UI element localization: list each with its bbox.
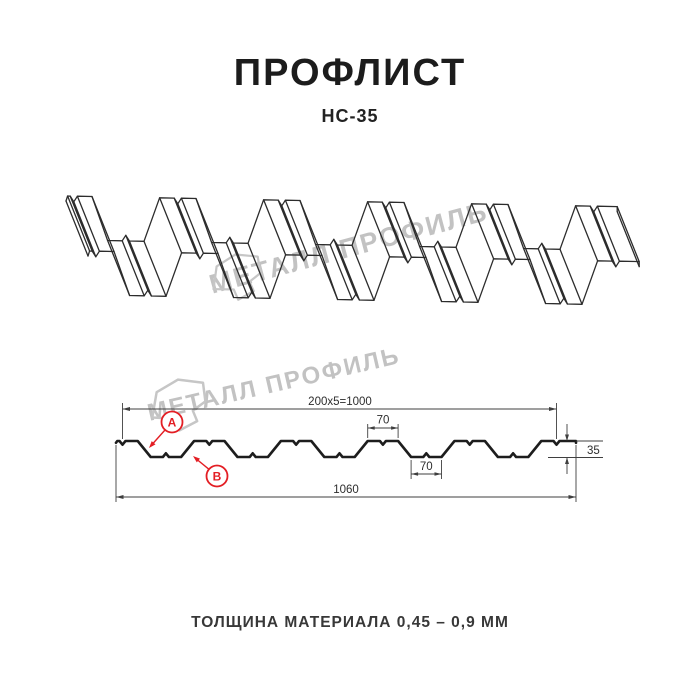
dim-top-flange: 70 xyxy=(377,415,390,427)
marker-a: А xyxy=(149,410,184,448)
dimension-labels: 200x5=1000 70 70 1060 35 xyxy=(308,396,600,496)
marker-b-label: В xyxy=(213,470,222,484)
page-title: ПРОФЛИСТ xyxy=(233,52,467,94)
profile-3d-front-edge xyxy=(87,250,640,305)
page-subtitle: НС-35 xyxy=(321,106,379,126)
dim-total-width: 1060 xyxy=(333,484,359,496)
profile-3d-extrusion-lines xyxy=(65,195,640,305)
dim-pitch-total: 200x5=1000 xyxy=(308,396,372,408)
profile-3d-back-edge xyxy=(65,195,618,250)
footer-thickness-note: ТОЛЩИНА МАТЕРИАЛА 0,45 – 0,9 ММ xyxy=(191,614,509,631)
profile-3d-drawing xyxy=(65,195,640,305)
dimension-arrows xyxy=(116,407,576,499)
profile-cross-section: 200x5=1000 70 70 1060 35 А В xyxy=(114,396,603,502)
marker-a-label: А xyxy=(168,416,177,430)
cross-section-profile-line xyxy=(114,439,578,459)
marker-b: В xyxy=(193,456,229,488)
dim-height: 35 xyxy=(587,445,600,457)
dim-bottom-flange: 70 xyxy=(420,461,433,473)
